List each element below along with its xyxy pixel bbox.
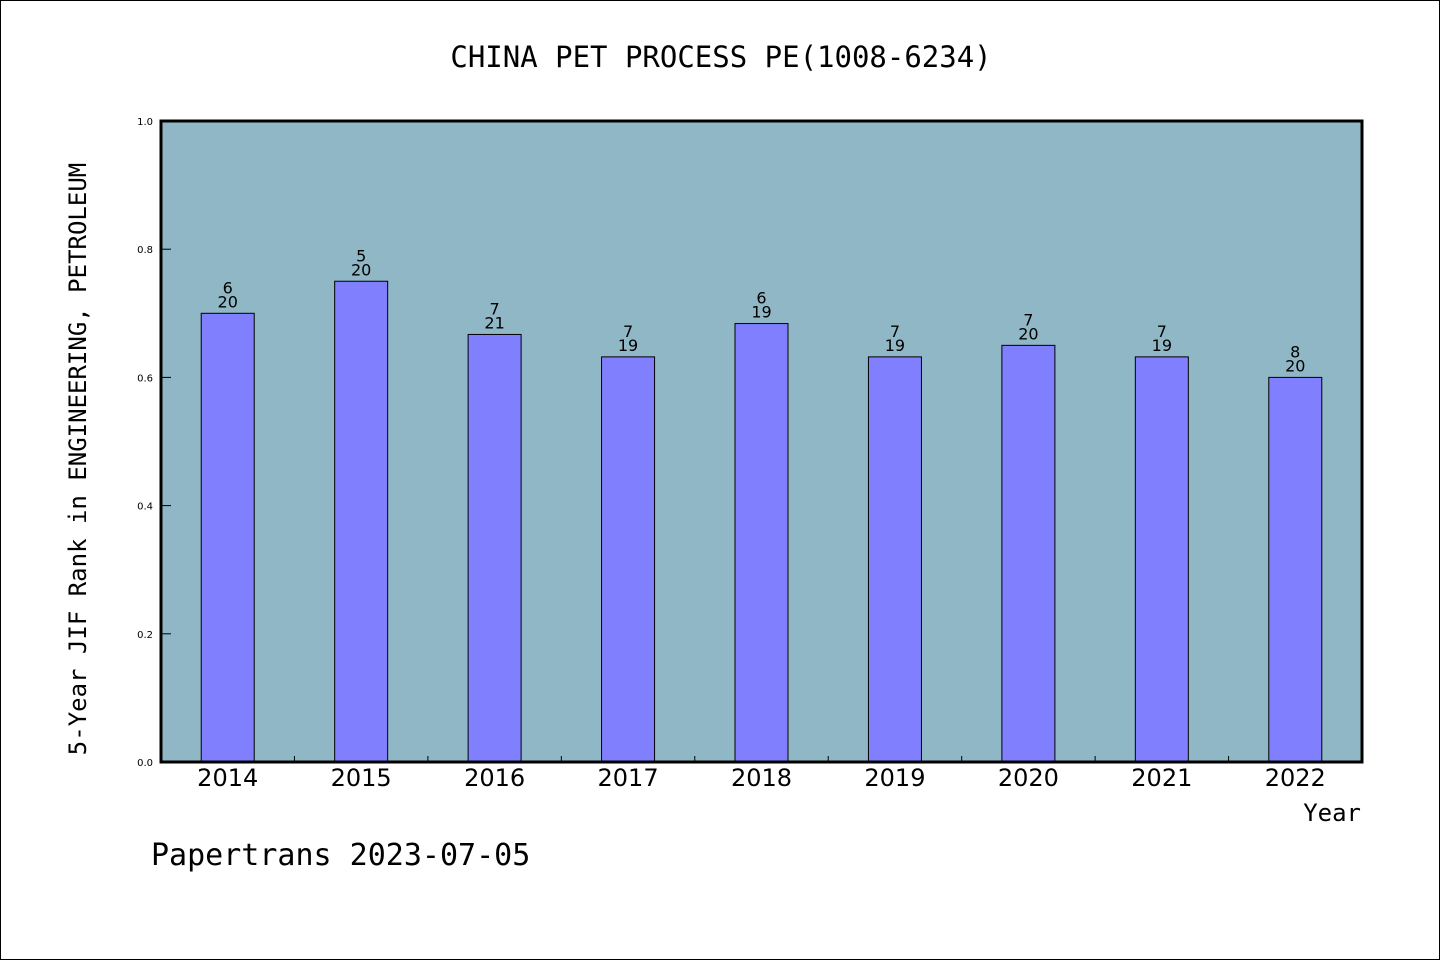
x-tick-label: 2014	[197, 764, 258, 792]
bars-group	[200, 280, 1323, 763]
bar-label-rank: 6	[756, 289, 766, 308]
y-tick-label: 0.8	[137, 245, 153, 256]
x-tick-label: 2015	[331, 764, 392, 792]
bar-label-rank: 6	[223, 278, 233, 297]
x-tick-label: 2019	[864, 764, 925, 792]
bar	[1268, 376, 1323, 763]
bar	[1134, 356, 1189, 763]
bar	[200, 312, 255, 763]
y-tick-label: 0.4	[137, 502, 153, 513]
bar	[1001, 344, 1056, 763]
bar	[734, 323, 789, 763]
bar-label-total: 20	[1018, 324, 1038, 343]
bar-label-rank: 5	[356, 246, 366, 265]
x-tick-label: 2018	[731, 764, 792, 792]
x-tick-label: 2022	[1265, 764, 1326, 792]
x-axis: 2014 2015 2016 2017 2018 2019 2020 2021 2022	[197, 756, 1326, 792]
y-tick-label: 0.6	[137, 373, 153, 384]
bar	[467, 333, 522, 763]
bar-label-total: 20	[351, 260, 371, 279]
bar-label-rank: 8	[1290, 342, 1300, 361]
x-axis-title: Year	[1303, 799, 1361, 827]
x-tick-label: 2017	[598, 764, 659, 792]
bar-label-rank: 7	[490, 299, 500, 318]
bar-label-rank: 7	[1023, 310, 1033, 329]
bar-label-total: 20	[1285, 356, 1305, 375]
bar-label-rank: 7	[890, 322, 900, 341]
bar-label-total: 20	[218, 292, 238, 311]
y-tick-label: 1.0	[137, 117, 153, 128]
bar-label-rank: 7	[623, 322, 633, 341]
bar-label-total: 21	[484, 313, 504, 332]
bar-label-total: 19	[618, 336, 638, 355]
chart-title: CHINA PET PROCESS PE(1008-6234)	[450, 40, 991, 74]
bar-label-rank: 7	[1157, 322, 1167, 341]
footer-credit: Papertrans 2023-07-05	[151, 838, 530, 873]
y-tick-label: 0.2	[137, 630, 153, 641]
x-tick-label: 2020	[998, 764, 1059, 792]
bar-label-total: 19	[751, 303, 771, 322]
bar	[334, 280, 389, 763]
bar-label-total: 19	[1152, 336, 1172, 355]
y-axis-title: 5-Year JIF Rank in ENGINEERING, PETROLEU…	[64, 163, 92, 755]
y-tick-label: 0.0	[137, 758, 153, 769]
bar	[867, 356, 922, 763]
x-tick-label: 2021	[1131, 764, 1192, 792]
bar	[601, 356, 656, 763]
x-tick-label: 2016	[464, 764, 525, 792]
bar-label-total: 19	[885, 336, 905, 355]
y-axis: 0.0 0.2 0.4 0.6 0.8 1.0	[137, 117, 171, 769]
plot-frame	[159, 119, 1364, 764]
